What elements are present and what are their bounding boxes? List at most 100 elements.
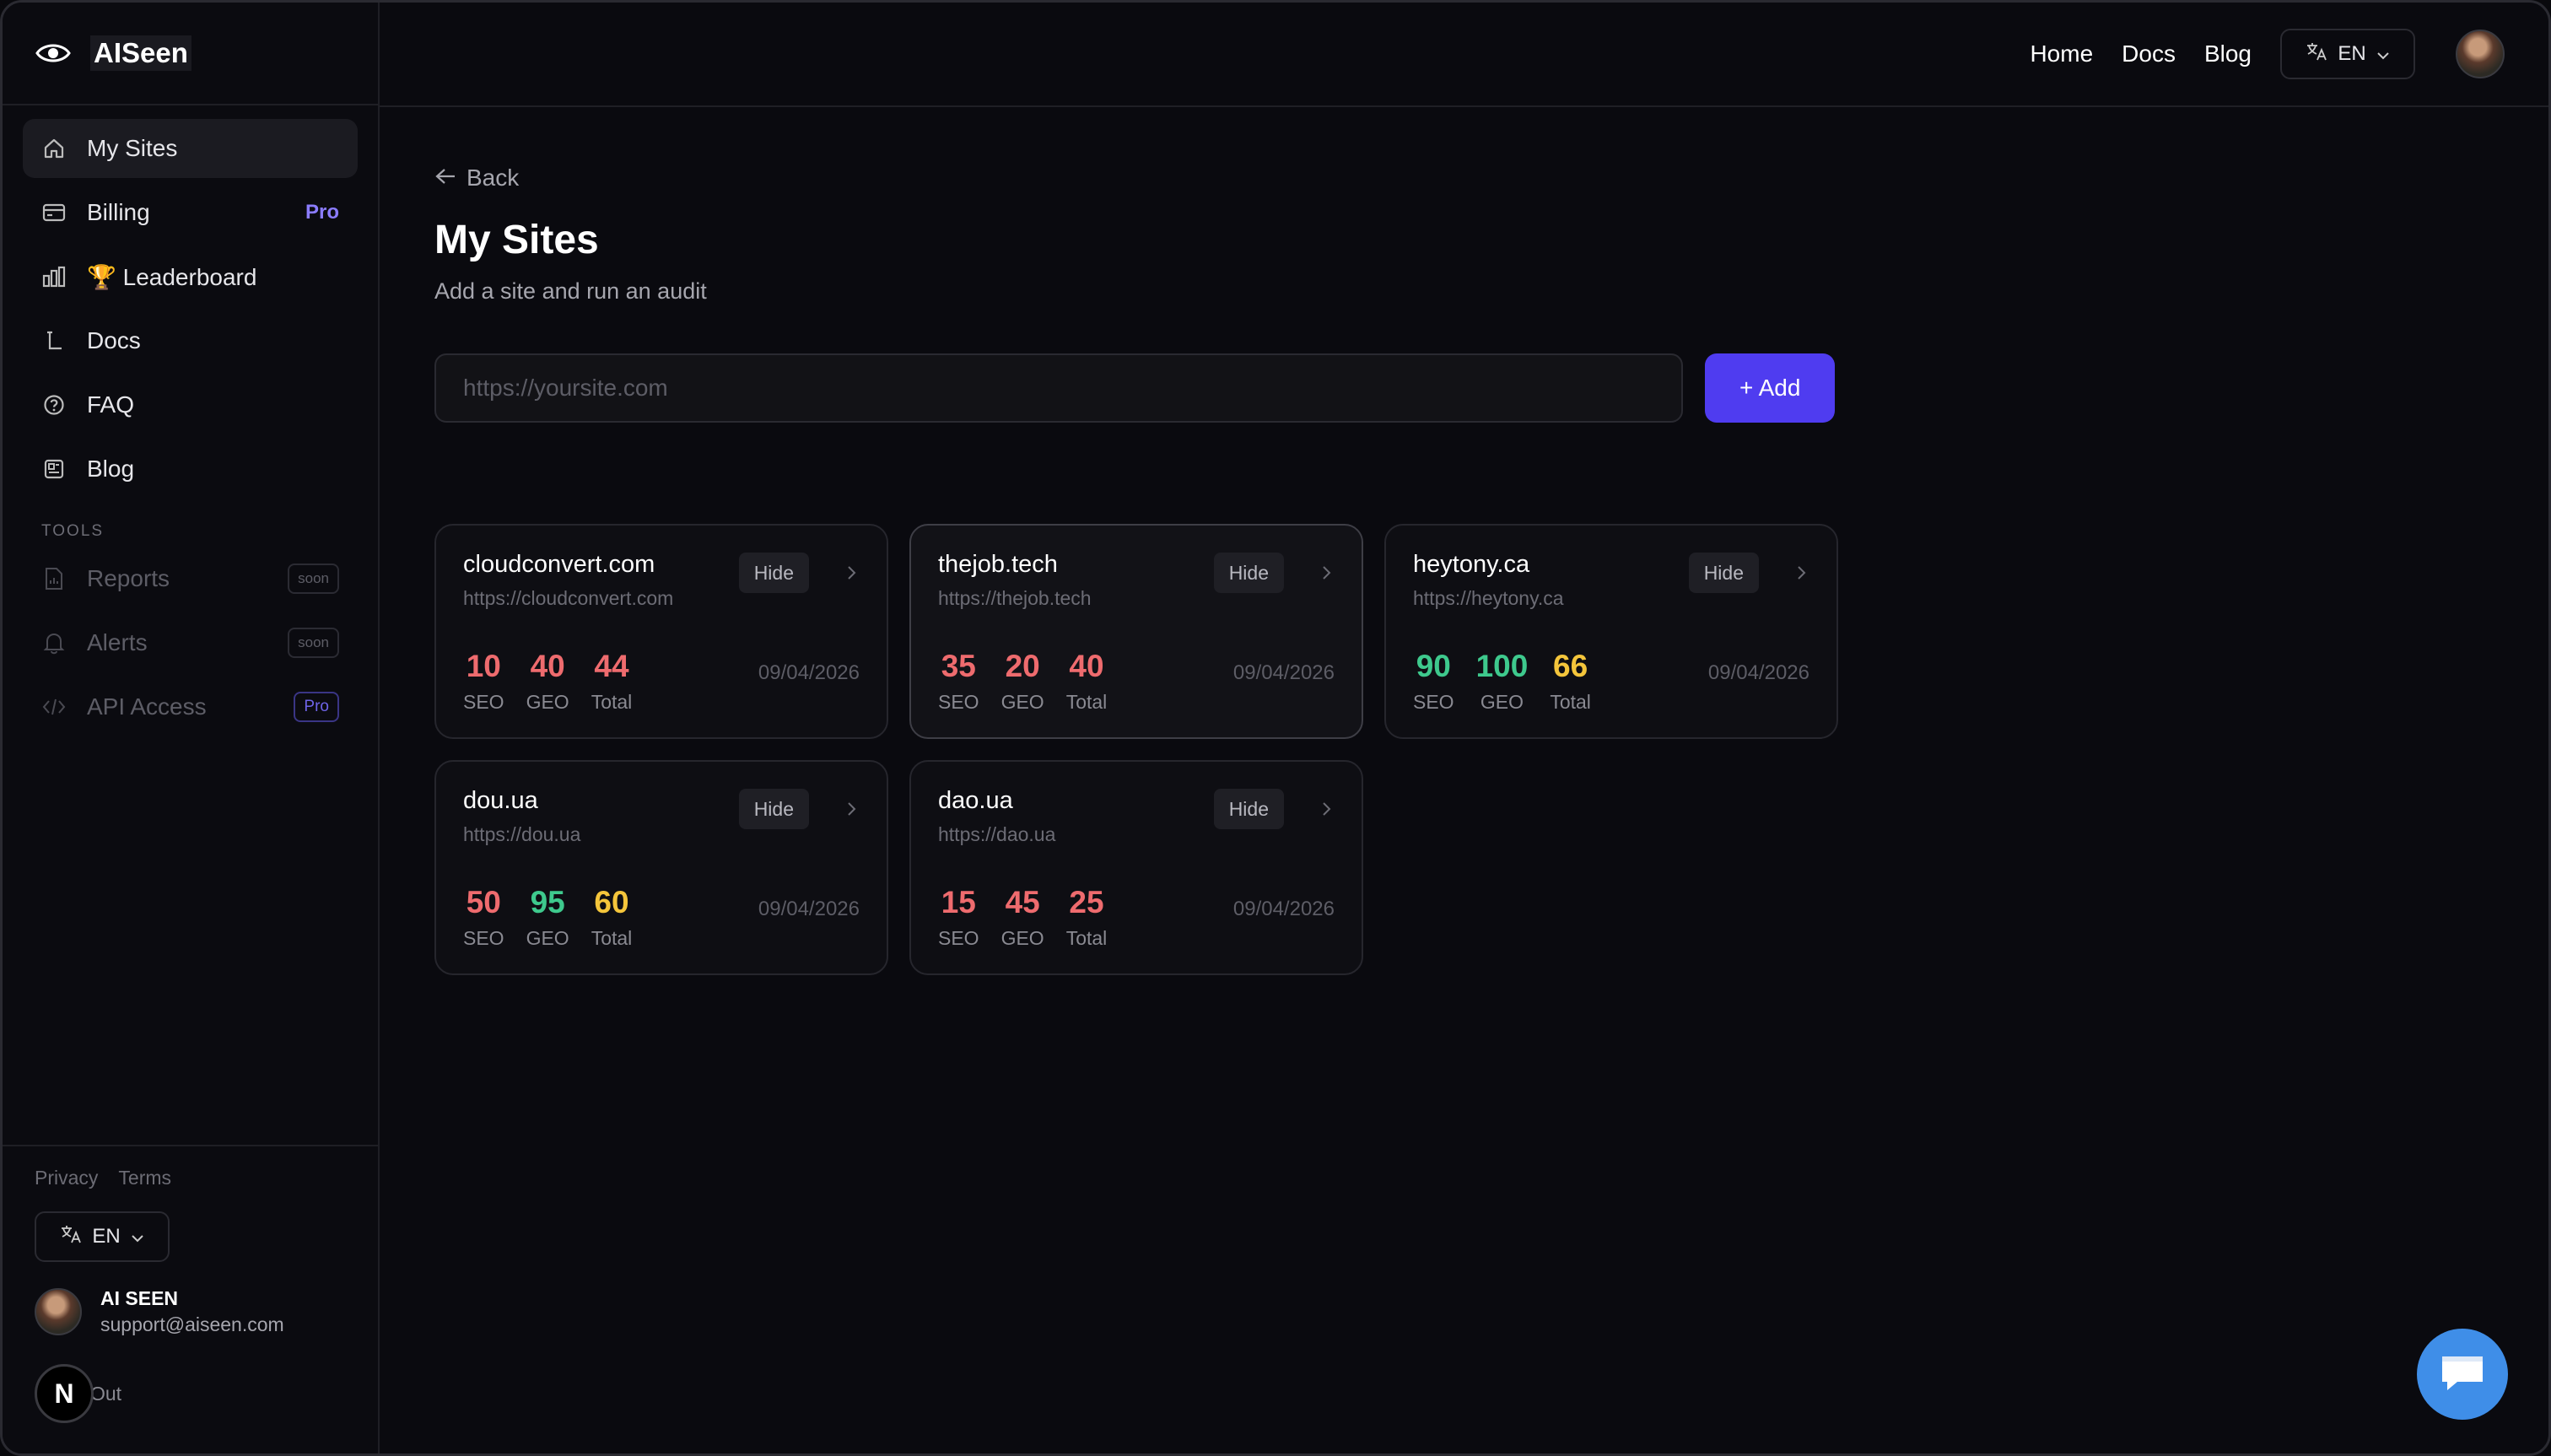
legal-links: Privacy Terms [35, 1167, 346, 1189]
site-card[interactable]: dou.ua https://dou.ua Hide 50 SEO 95 GEO 6… [434, 760, 888, 975]
chevron-right-icon[interactable] [1316, 799, 1336, 819]
chevron-down-icon [2376, 42, 2390, 66]
sidebar-item-billing[interactable]: Billing Pro [23, 183, 358, 242]
hide-button[interactable]: Hide [1688, 553, 1759, 593]
logout-label: Out [90, 1382, 122, 1405]
sidebar-item-leaderboard[interactable]: 🏆 Leaderboard [23, 247, 358, 306]
score-group: 35 SEO 20 GEO 40 Total [938, 649, 1107, 714]
site-card[interactable]: thejob.tech https://thejob.tech Hide 35 S… [909, 524, 1363, 739]
total-score: 60 Total [591, 885, 633, 950]
site-url: https://cloudconvert.com [463, 587, 674, 609]
chart-icon [41, 264, 67, 289]
sidebar-item-label: Docs [87, 327, 141, 353]
translate-icon [2306, 41, 2327, 67]
user-name: AI SEEN [100, 1287, 179, 1309]
avatar[interactable] [2456, 30, 2505, 78]
score-value: 60 [594, 885, 629, 919]
site-card[interactable]: cloudconvert.com https://cloudconvert.co… [434, 524, 888, 739]
app-name: AISeen [90, 35, 191, 71]
top-bar: Home Docs Blog EN [380, 3, 2548, 107]
site-url-input[interactable] [434, 353, 1684, 423]
logout-button[interactable]: N Out [35, 1364, 121, 1423]
score-label: GEO [1000, 927, 1044, 949]
audit-date: 09/04/2026 [758, 898, 860, 920]
blog-icon [41, 456, 67, 482]
audit-date: 09/04/2026 [1232, 661, 1335, 684]
soon-badge: soon [288, 564, 339, 594]
privacy-link[interactable]: Privacy [35, 1167, 99, 1189]
nav-home-link[interactable]: Home [2030, 40, 2094, 67]
site-card[interactable]: heytony.ca https://heytony.ca Hide 90 SEO… [1384, 524, 1838, 739]
help-icon [41, 392, 67, 418]
score-value: 20 [1005, 649, 1040, 683]
audit-date: 09/04/2026 [1232, 898, 1335, 920]
sidebar-item-faq[interactable]: FAQ [23, 375, 358, 434]
language-selector[interactable]: EN [2280, 29, 2415, 79]
score-value: 66 [1553, 649, 1588, 683]
hide-button[interactable]: Hide [1213, 789, 1284, 829]
sidebar-item-alerts: Alerts soon [23, 613, 358, 672]
nav-blog-link[interactable]: Blog [2203, 40, 2252, 67]
score-value: 44 [594, 649, 629, 683]
chevron-right-icon[interactable] [841, 563, 861, 583]
geo-score: 20 GEO [1001, 649, 1044, 714]
report-icon [41, 566, 67, 591]
site-url: https://thejob.tech [938, 587, 1092, 609]
seo-score: 50 SEO [463, 885, 504, 950]
main-content: Back My Sites Add a site and run an audi… [434, 107, 1838, 975]
geo-score: 100 GEO [1476, 649, 1529, 714]
terms-link[interactable]: Terms [118, 1167, 172, 1189]
score-value: 45 [1005, 885, 1040, 919]
score-label: Total [1065, 927, 1108, 949]
score-group: 50 SEO 95 GEO 60 Total [463, 885, 632, 950]
billing-icon [41, 200, 67, 225]
site-card[interactable]: dao.ua https://dao.ua Hide 15 SEO 45 GEO 2… [909, 760, 1363, 975]
sidebar-item-label: FAQ [87, 391, 135, 418]
page-title: My Sites [434, 218, 599, 262]
add-site-form: + Add [434, 353, 1835, 423]
sidebar-item-my-sites[interactable]: My Sites [23, 119, 358, 178]
score-label: SEO [938, 927, 979, 949]
pro-badge: Pro [305, 201, 339, 224]
chevron-right-icon[interactable] [841, 799, 861, 819]
user-profile[interactable]: AI SEEN support@aiseen.com [35, 1287, 346, 1336]
sidebar-item-blog[interactable]: Blog [23, 439, 358, 499]
seo-score: 15 SEO [938, 885, 979, 950]
sidebar-item-docs[interactable]: Docs [23, 311, 358, 370]
chevron-right-icon[interactable] [1316, 563, 1336, 583]
docs-icon [41, 328, 67, 353]
total-score: 66 Total [1550, 649, 1591, 714]
sidebar-item-api-access[interactable]: API Access Pro [23, 677, 358, 736]
score-value: 35 [941, 649, 976, 683]
page-subtitle: Add a site and run an audit [434, 278, 707, 304]
user-email: support@aiseen.com [100, 1313, 284, 1335]
soon-badge: soon [288, 628, 339, 658]
chevron-right-icon[interactable] [1791, 563, 1811, 583]
sidebar-item-label: 🏆 Leaderboard [87, 263, 257, 290]
language-selector[interactable]: EN [35, 1211, 170, 1262]
nav-docs-link[interactable]: Docs [2122, 40, 2176, 67]
add-site-button[interactable]: + Add [1705, 353, 1835, 423]
audit-date: 09/04/2026 [1707, 661, 1809, 684]
total-score: 40 Total [1066, 649, 1108, 714]
score-value: 90 [1416, 649, 1451, 683]
hide-button[interactable]: Hide [738, 789, 809, 829]
sidebar-item-label: API Access [87, 693, 207, 720]
score-label: SEO [463, 691, 504, 713]
chat-button[interactable] [2417, 1329, 2508, 1420]
logo[interactable]: AISeen [3, 3, 378, 105]
hide-button[interactable]: Hide [1213, 553, 1284, 593]
score-group: 90 SEO 100 GEO 66 Total [1413, 649, 1591, 714]
sidebar-item-reports: Reports soon [23, 549, 358, 608]
score-value: 100 [1475, 649, 1529, 683]
total-score: 44 Total [591, 649, 633, 714]
n-badge[interactable]: N [35, 1364, 94, 1423]
tools-nav: Reports soon Alerts soon API Access Pro [3, 549, 378, 736]
back-link[interactable]: Back [434, 164, 1835, 191]
tools-section-title: TOOLS [41, 522, 105, 540]
sidebar-item-label: Billing [87, 199, 150, 225]
hide-button[interactable]: Hide [738, 553, 809, 593]
score-label: SEO [938, 691, 979, 713]
score-value: 10 [466, 649, 501, 683]
avatar [35, 1288, 82, 1335]
